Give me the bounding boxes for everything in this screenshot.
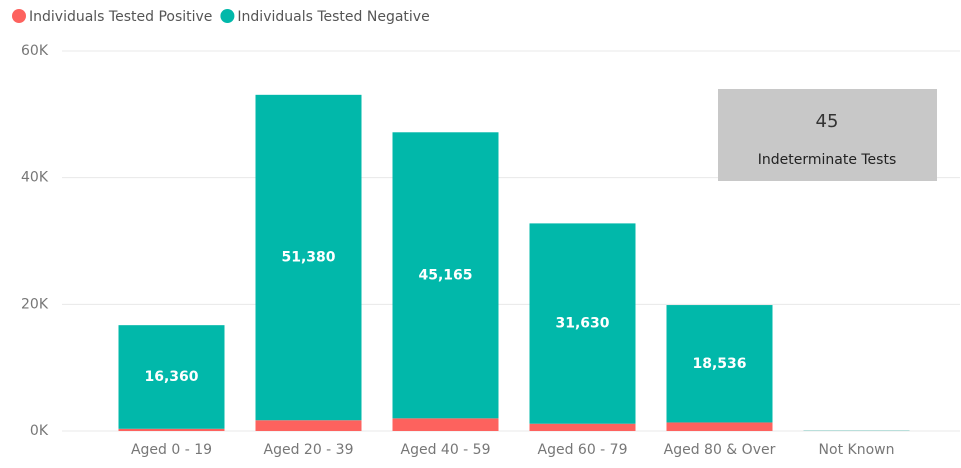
data-label: 16,360 xyxy=(144,369,198,385)
bar-segment xyxy=(530,424,636,431)
data-label: 45,165 xyxy=(418,267,472,283)
x-tick-label: Aged 20 - 39 xyxy=(264,442,354,458)
legend-label: Individuals Tested Positive xyxy=(29,9,212,25)
card-value: 45 xyxy=(816,111,839,132)
card-label: Indeterminate Tests xyxy=(758,152,897,168)
x-tick-label: Aged 80 & Over xyxy=(664,442,776,458)
x-tick-label: Aged 0 - 19 xyxy=(131,442,212,458)
legend-marker xyxy=(220,9,234,23)
data-label: 18,536 xyxy=(692,356,746,372)
bar-segment xyxy=(393,418,499,431)
bar-segment xyxy=(667,422,773,431)
legend-marker xyxy=(12,9,26,23)
bar-segment xyxy=(119,429,225,431)
y-tick-label: 40K xyxy=(21,170,49,186)
legend-label: Individuals Tested Negative xyxy=(237,9,429,25)
x-tick-label: Aged 60 - 79 xyxy=(538,442,628,458)
data-label: 31,630 xyxy=(555,316,609,332)
x-tick-label: Not Known xyxy=(819,442,895,458)
bar-segment xyxy=(256,420,362,431)
data-label: 51,380 xyxy=(281,250,335,266)
y-tick-label: 20K xyxy=(21,296,49,312)
x-tick-label: Aged 40 - 59 xyxy=(401,442,491,458)
y-tick-label: 0K xyxy=(30,423,49,439)
y-tick-label: 60K xyxy=(21,43,49,59)
